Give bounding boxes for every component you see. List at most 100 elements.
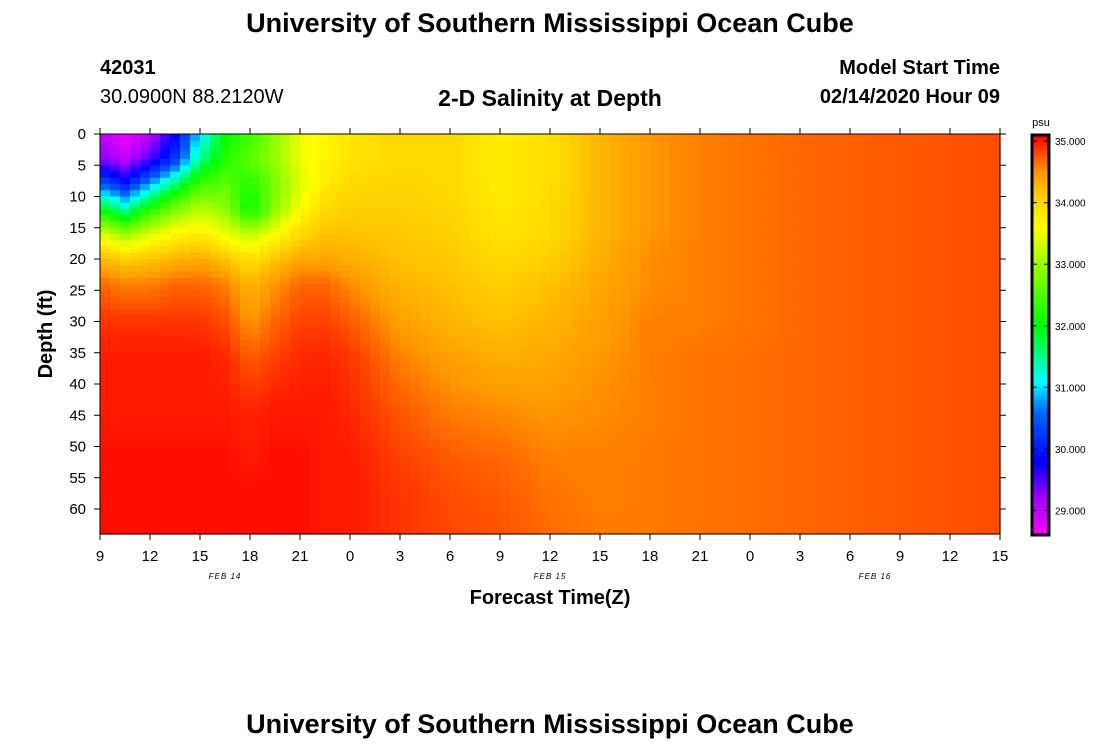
heatmap-cell (410, 259, 421, 266)
heatmap-cell (520, 265, 531, 273)
heatmap-cell (290, 440, 301, 448)
heatmap-cell (930, 465, 941, 473)
heatmap-cell (840, 177, 851, 185)
heatmap-cell (500, 134, 511, 141)
heatmap-cell (960, 227, 971, 235)
heatmap-cell (270, 321, 281, 329)
heatmap-cell (190, 227, 201, 235)
heatmap-cell (440, 346, 451, 354)
heatmap-cell (470, 434, 481, 441)
heatmap-cell (270, 240, 281, 248)
heatmap-cell (370, 171, 381, 179)
heatmap-cell (240, 371, 251, 379)
heatmap-cell (420, 190, 431, 198)
heatmap-cell (890, 465, 901, 473)
heatmap-cell (560, 284, 571, 291)
heatmap-cell (750, 409, 761, 416)
heatmap-cell (660, 334, 671, 341)
heatmap-cell (370, 240, 381, 248)
heatmap-cell (280, 209, 291, 216)
heatmap-cell (370, 302, 381, 310)
heatmap-cell (990, 352, 1001, 360)
heatmap-cell (550, 152, 561, 160)
heatmap-cell (290, 415, 301, 423)
heatmap-cell (910, 384, 921, 391)
heatmap-cell (660, 215, 671, 223)
heatmap-cell (440, 246, 451, 254)
heatmap-cell (180, 471, 191, 479)
heatmap-cell (860, 215, 871, 223)
heatmap-cell (370, 371, 381, 379)
heatmap-cell (340, 246, 351, 254)
heatmap-cell (540, 465, 551, 473)
heatmap-cell (320, 327, 331, 335)
heatmap-cell (330, 334, 341, 341)
heatmap-cell (830, 377, 841, 385)
heatmap-cell (880, 465, 891, 473)
heatmap-cell (560, 377, 571, 385)
heatmap-cell (690, 171, 701, 179)
heatmap-cell (390, 259, 401, 266)
heatmap-cell (560, 409, 571, 416)
heatmap-cell (950, 315, 961, 323)
heatmap-cell (520, 421, 531, 429)
heatmap-cell (920, 446, 931, 454)
heatmap-cell (970, 284, 981, 291)
heatmap-cell (410, 152, 421, 160)
heatmap-cell (530, 315, 541, 323)
heatmap-cell (830, 171, 841, 179)
heatmap-cell (540, 196, 551, 204)
heatmap-cell (270, 290, 281, 298)
heatmap-cell (790, 390, 801, 398)
heatmap-cell (620, 165, 631, 173)
heatmap-cell (920, 346, 931, 354)
heatmap-cell (870, 427, 881, 435)
heatmap-cell (710, 265, 721, 273)
heatmap-cell (900, 365, 911, 373)
heatmap-cell (150, 140, 161, 148)
heatmap-cell (830, 234, 841, 241)
heatmap-cell (870, 440, 881, 448)
heatmap-cell (260, 396, 271, 404)
heatmap-cell (480, 384, 491, 391)
heatmap-cell (880, 346, 891, 354)
heatmap-cell (680, 427, 691, 435)
heatmap-cell (280, 415, 291, 423)
heatmap-cell (620, 434, 631, 441)
heatmap-cell (730, 309, 741, 316)
heatmap-cell (520, 196, 531, 204)
heatmap-cell (390, 377, 401, 385)
heatmap-cell (600, 171, 611, 179)
heatmap-cell (140, 290, 151, 298)
heatmap-cell (640, 471, 651, 479)
heatmap-cell (750, 252, 761, 260)
heatmap-cell (540, 271, 551, 279)
heatmap-cell (950, 152, 961, 160)
heatmap-cell (350, 377, 361, 385)
heatmap-cell (200, 452, 211, 460)
heatmap-cell (570, 302, 581, 310)
heatmap-cell (840, 377, 851, 385)
heatmap-cell (710, 184, 721, 191)
heatmap-cell (630, 321, 641, 329)
heatmap-cell (610, 271, 621, 279)
heatmap-cell (220, 277, 231, 285)
heatmap-cell (130, 215, 141, 223)
heatmap-cell (400, 465, 411, 473)
heatmap-cell (680, 409, 691, 416)
heatmap-cell (430, 352, 441, 360)
heatmap-cell (940, 459, 951, 466)
heatmap-cell (880, 284, 891, 291)
heatmap-cell (650, 290, 661, 298)
heatmap-cell (800, 452, 811, 460)
heatmap-cell (130, 477, 141, 485)
heatmap-cell (210, 452, 221, 460)
heatmap-cell (300, 434, 311, 441)
heatmap-cell (630, 415, 641, 423)
heatmap-cell (940, 246, 951, 254)
heatmap-cell (180, 315, 191, 323)
heatmap-cell (530, 202, 541, 210)
heatmap-cell (270, 202, 281, 210)
heatmap-cell (130, 421, 141, 429)
heatmap-cell (880, 221, 891, 229)
